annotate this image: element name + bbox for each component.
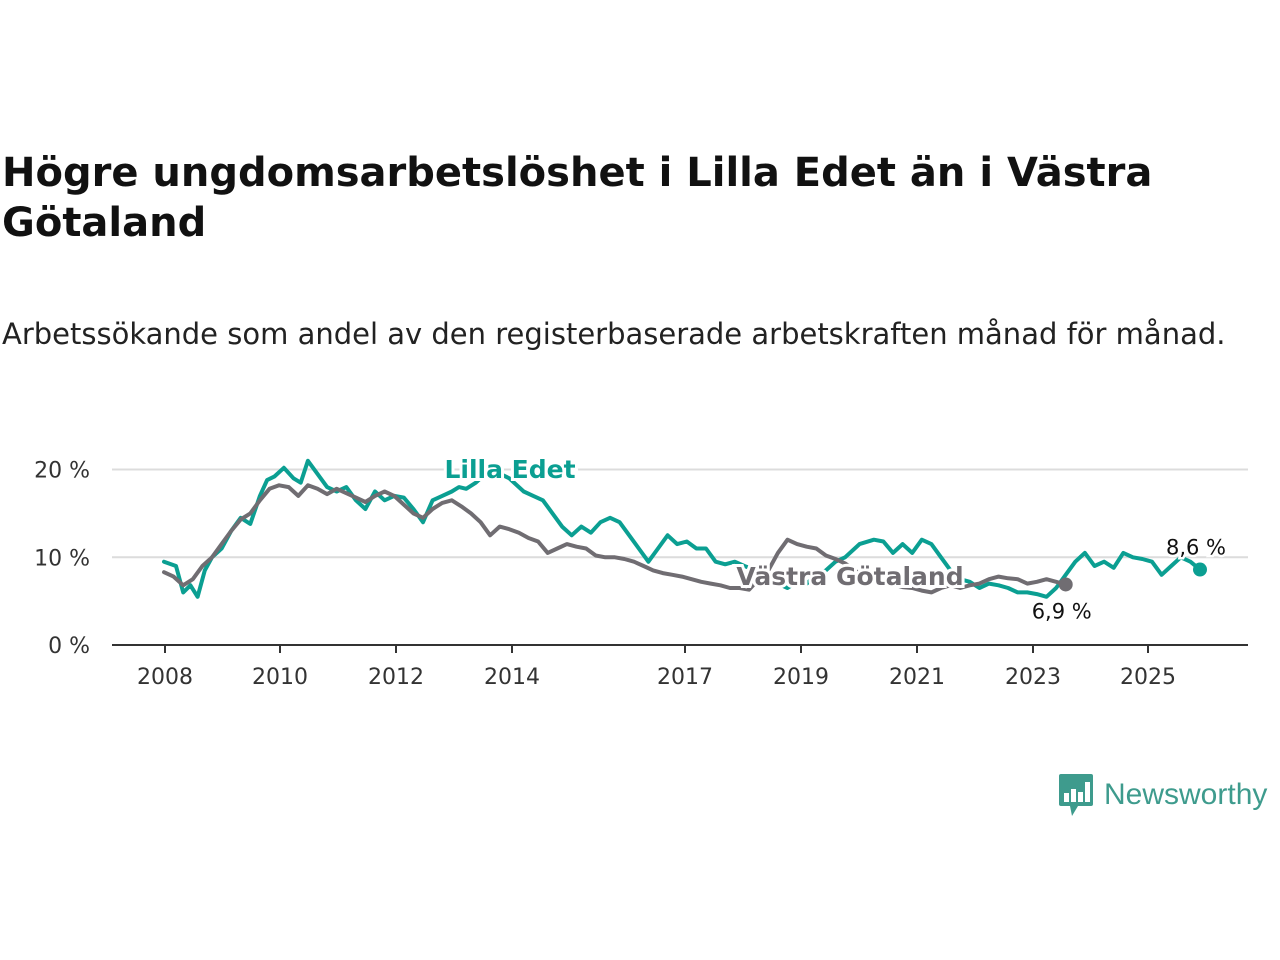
- series-lines: [162, 458, 1207, 599]
- y-axis-labels: 0 % 10 % 20 %: [34, 459, 90, 659]
- x-axis: 2008 2010 2012 2014 2017 2019 2021 2023 2025: [112, 644, 1248, 690]
- x-tick-label: 2014: [484, 665, 540, 690]
- end-point-marker: [1058, 577, 1073, 592]
- end-value-label: 6,9 %: [1032, 599, 1092, 623]
- chart-subtitle: Arbetssökande som andel av den registerb…: [2, 317, 1226, 351]
- end-point-marker: [1193, 562, 1207, 577]
- x-tick-label: 2008: [137, 665, 193, 690]
- y-tick-label: 0 %: [48, 634, 90, 659]
- chart-title: Högre ungdomsarbetslöshet i Lilla Edet ä…: [2, 150, 1153, 246]
- gridlines: [112, 468, 1248, 559]
- x-tick-label: 2019: [773, 665, 829, 690]
- x-tick-label: 2025: [1120, 665, 1176, 690]
- newsworthy-logo[interactable]: Newsworthy: [1058, 772, 1267, 818]
- bar-chart-speech-bubble-icon: [1059, 774, 1093, 816]
- y-tick-label: 10 %: [34, 546, 90, 571]
- series-label-vastra-gotaland: Västra Götaland: [736, 562, 963, 591]
- x-tick-label: 2010: [252, 665, 308, 690]
- series-label-lilla-edet: Lilla Edet: [444, 455, 575, 484]
- end-value-label: 8,6 %: [1166, 536, 1226, 560]
- x-tick-label: 2017: [657, 665, 713, 690]
- x-tick-label: 2023: [1005, 665, 1061, 690]
- y-tick-label: 20 %: [34, 459, 90, 484]
- brand-name: Newsworthy: [1104, 778, 1268, 811]
- series-line-vastra-gotaland: [162, 483, 1068, 595]
- series-labels: 8,6 % 6,9 % Lilla Edet Västra Götaland: [441, 452, 1228, 626]
- x-tick-label: 2021: [889, 665, 945, 690]
- series-line-lilla-edet: [162, 458, 1202, 599]
- line-chart: 0 % 10 % 20 % 2008 2010 2012 2014 2017 2019 2021…: [34, 452, 1248, 690]
- x-tick-label: 2012: [368, 665, 424, 690]
